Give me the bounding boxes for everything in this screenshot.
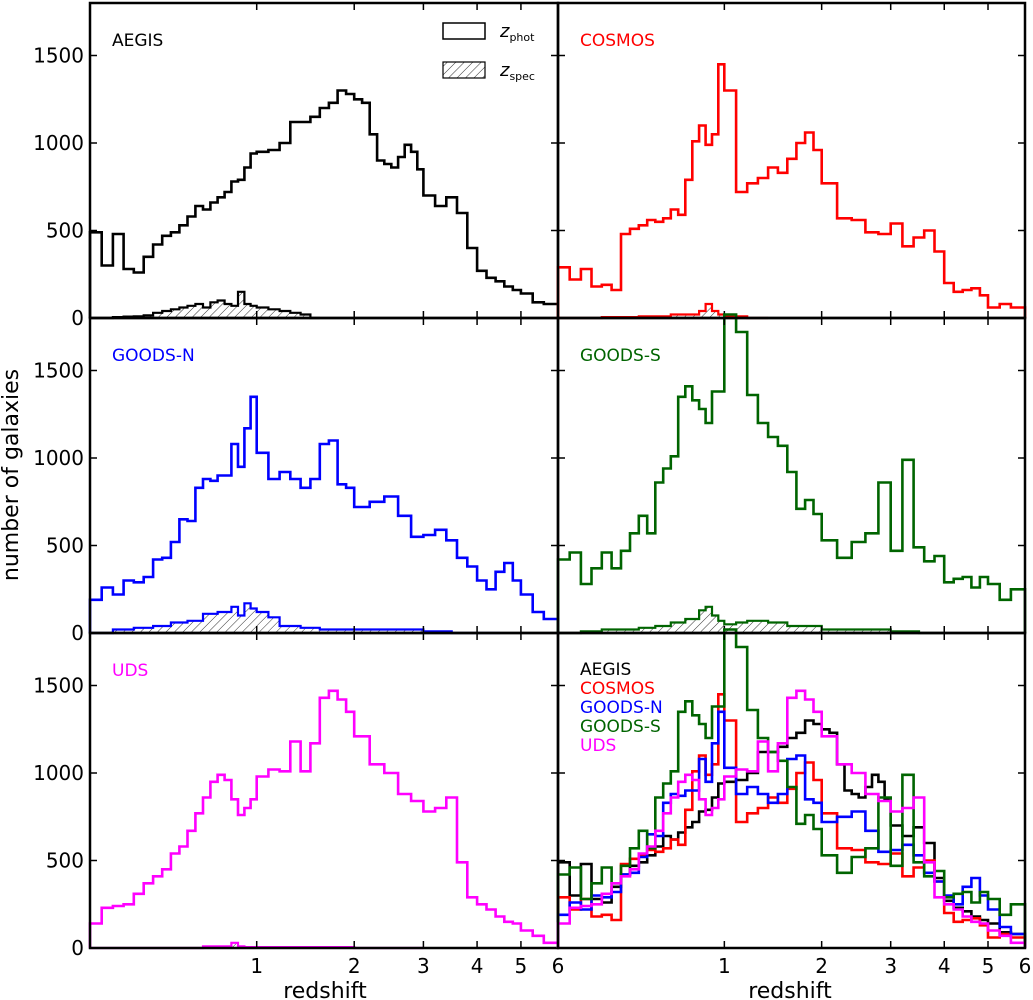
- x-tick-label: 3: [884, 954, 897, 978]
- x-tick-label: 1: [718, 954, 731, 978]
- overlay-legend-uds: UDS: [580, 736, 616, 756]
- legend-spec-swatch: [442, 61, 486, 79]
- panel-label-goods-n: GOODS-N: [112, 346, 195, 366]
- y-axis-title: number of galaxies: [0, 369, 24, 581]
- phot-histogram-goods-n: [88, 395, 560, 633]
- spec-histogram-goods-n: [90, 602, 500, 635]
- overlay-legend-cosmos: COSMOS: [580, 679, 655, 699]
- x-axis-title-left: redshift: [283, 979, 367, 1000]
- x-tick-label: 5: [515, 954, 528, 978]
- overlay-legend-goods-s: GOODS-S: [580, 717, 661, 737]
- y-tick-label: 1000: [33, 761, 84, 785]
- panel-middle-left: GOODS-N 0 500 1000 1500: [33, 316, 560, 645]
- x-tick-label: 2: [815, 954, 828, 978]
- x-tick-label: 1: [250, 954, 263, 978]
- y-tick-label: 1500: [33, 674, 84, 698]
- legend-phot-swatch: [442, 22, 486, 40]
- legend-phot-label: zphot: [499, 21, 535, 44]
- overlay-histogram-uds: [556, 689, 1027, 948]
- spec-histogram-aegis: [90, 290, 320, 320]
- x-tick-label: 3: [417, 954, 430, 978]
- phot-histogram-goods-s: [556, 313, 1027, 633]
- panels-layer: AEGIS050010001500COSMOSGOODS-N0500100015…: [33, 1, 1032, 978]
- panel-top-right: COSMOS: [556, 1, 1027, 320]
- phot-histogram-cosmos: [556, 63, 1027, 318]
- y-tick-label: 0: [71, 936, 84, 960]
- phot-histogram-aegis: [88, 89, 558, 318]
- y-tick-label: 0: [71, 306, 84, 330]
- legend-phot-spec: zphot zspec: [442, 21, 535, 83]
- panel-frame: [556, 631, 1027, 950]
- y-tick-label: 500: [46, 534, 84, 558]
- x-axis-title-right: redshift: [748, 979, 832, 1000]
- phot-histogram-uds: [88, 689, 560, 948]
- y-tick-label: 1000: [33, 446, 84, 470]
- panel-label-cosmos: COSMOS: [580, 31, 655, 51]
- panel-label-aegis: AEGIS: [112, 31, 163, 51]
- panel-frame: [88, 631, 560, 950]
- x-tick-label: 4: [471, 954, 484, 978]
- panel-label-goods-s: GOODS-S: [580, 346, 661, 366]
- panel-middle-right: GOODS-S: [556, 313, 1027, 635]
- x-tick-label: 5: [982, 954, 995, 978]
- overlay-legend-aegis: AEGIS: [580, 660, 631, 680]
- x-tick-label: 2: [348, 954, 361, 978]
- panel-bottom-left: UDS 0 500 1000 1500 1 2 3 4 5 6: [33, 631, 565, 978]
- x-tick-label: 4: [938, 954, 951, 978]
- y-tick-label: 1500: [33, 359, 84, 383]
- y-tick-label: 0: [71, 621, 84, 645]
- y-tick-label: 1500: [33, 44, 84, 68]
- x-tick-label: 6: [552, 954, 565, 978]
- x-tick-label: 6: [1019, 954, 1032, 978]
- spec-histogram-goods-s: [558, 605, 945, 635]
- y-tick-label: 1000: [33, 131, 84, 155]
- overlay-legend-goods-n: GOODS-N: [580, 698, 663, 718]
- legend-spec-label: zspec: [499, 60, 535, 83]
- y-tick-label: 500: [46, 849, 84, 873]
- panel-top-left: AEGIS 0 500 1000 1500: [33, 1, 560, 330]
- y-tick-label: 500: [46, 219, 84, 243]
- panel-label-uds: UDS: [112, 661, 148, 681]
